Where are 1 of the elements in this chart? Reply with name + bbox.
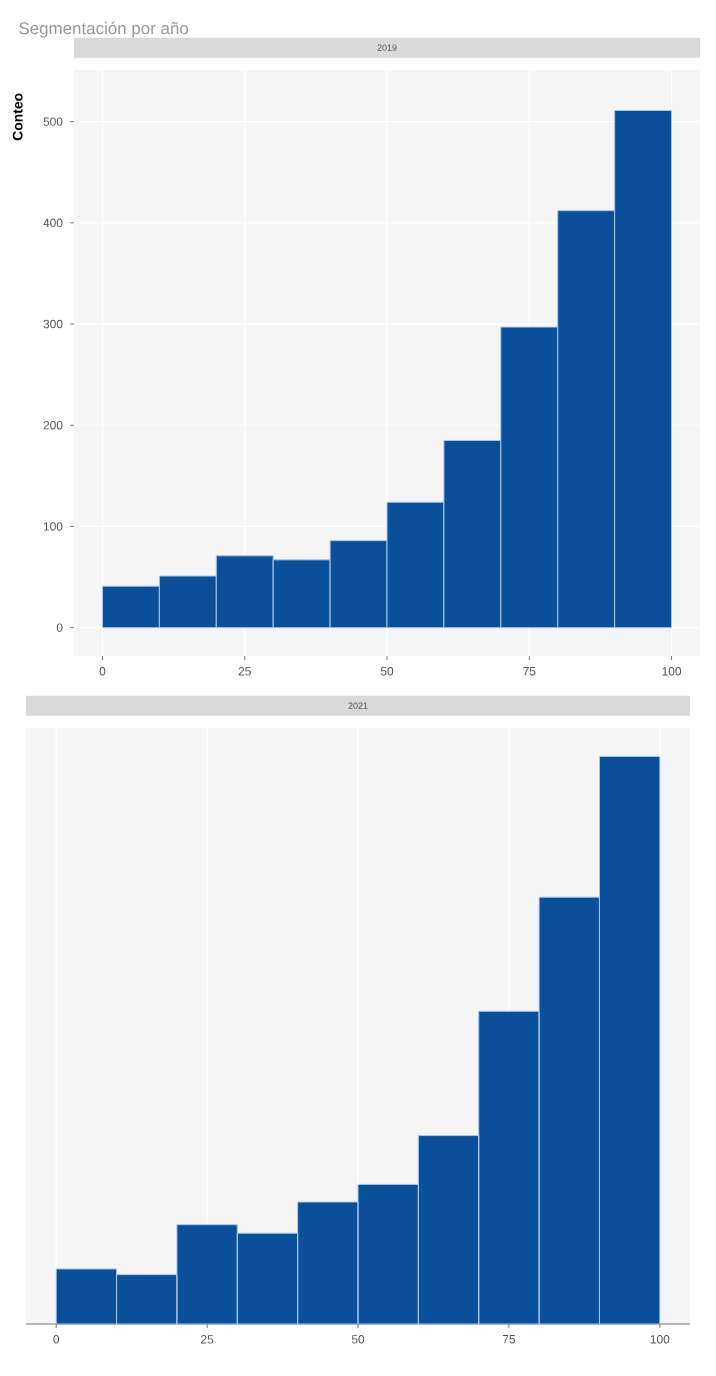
chart-title: Segmentación por año [19,21,189,38]
